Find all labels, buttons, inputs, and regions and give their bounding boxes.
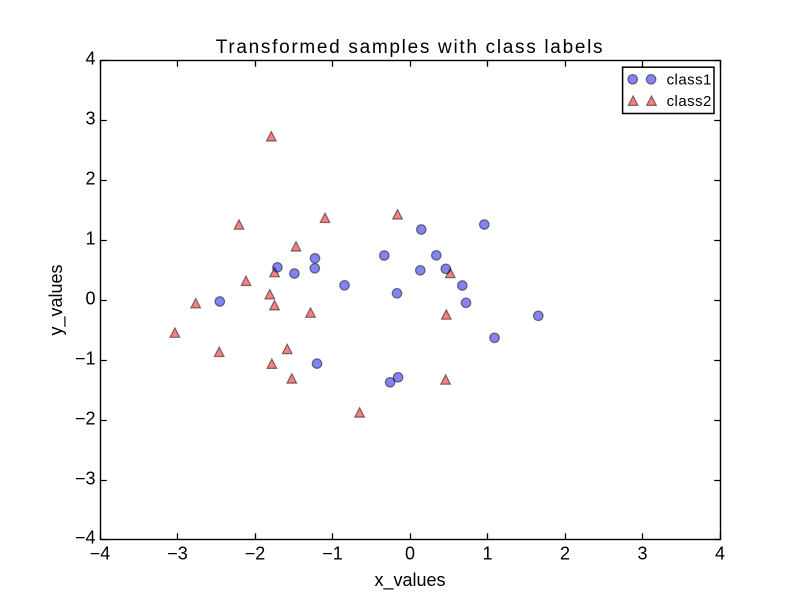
svg-text:2: 2	[85, 169, 95, 189]
svg-text:−1: −1	[75, 349, 96, 369]
svg-text:4: 4	[715, 544, 725, 564]
svg-text:−2: −2	[75, 409, 96, 429]
svg-text:−4: −4	[90, 544, 111, 564]
svg-text:0: 0	[85, 289, 95, 309]
svg-text:−2: −2	[245, 544, 266, 564]
svg-text:0: 0	[405, 544, 415, 564]
svg-text:1: 1	[482, 544, 492, 564]
svg-text:2: 2	[560, 544, 570, 564]
svg-text:y_values: y_values	[46, 264, 67, 335]
svg-text:−3: −3	[167, 544, 188, 564]
svg-text:class1: class1	[667, 71, 712, 88]
svg-text:4: 4	[85, 49, 95, 69]
svg-text:class2: class2	[667, 93, 712, 110]
svg-text:Transformed samples with class: Transformed samples with class labels	[216, 37, 604, 58]
svg-text:−1: −1	[322, 544, 343, 564]
svg-text:−4: −4	[75, 528, 96, 548]
svg-text:−3: −3	[75, 469, 96, 489]
svg-text:1: 1	[85, 229, 95, 249]
svg-text:x_values: x_values	[374, 570, 445, 591]
svg-text:3: 3	[85, 109, 95, 129]
svg-text:3: 3	[637, 544, 647, 564]
